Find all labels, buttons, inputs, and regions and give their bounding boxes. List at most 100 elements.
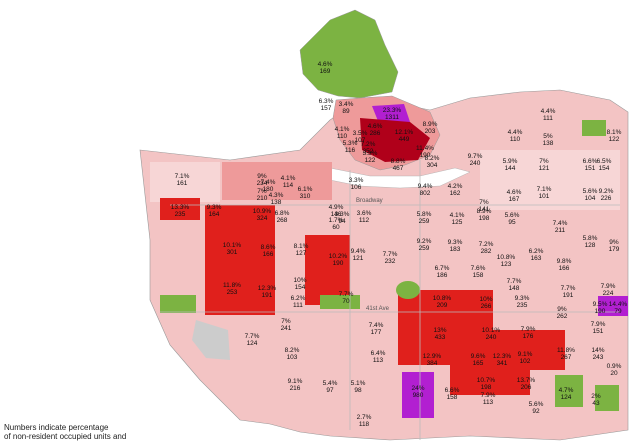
- area-percent: 9%: [557, 306, 567, 313]
- area-percent: 4.4%: [541, 108, 556, 115]
- area-label: 7.9%224: [601, 283, 616, 297]
- area-percent: 9.3%: [448, 239, 463, 246]
- area-unit-count: 224: [603, 290, 614, 297]
- caption-line-2: of non-resident occupied units and: [4, 432, 127, 441]
- area-percent: 10%: [293, 277, 306, 284]
- area-percent: 6.7%: [435, 265, 450, 272]
- area-percent: 1.7%: [329, 217, 344, 224]
- area-label: 7.2%282: [479, 241, 494, 255]
- area-label: 4.7%124: [559, 387, 574, 401]
- area-label: 11.8%267: [557, 347, 575, 361]
- area-unit-count: 186: [437, 272, 448, 279]
- area-unit-count: 433: [435, 334, 446, 341]
- area-label: 8.8%467: [391, 158, 406, 172]
- area-label: 7.1%161: [175, 173, 190, 187]
- gray-area: [192, 320, 230, 360]
- area-label: 6.4%113: [371, 350, 386, 364]
- stanley-park: [299, 9, 399, 99]
- area-unit-count: 104: [585, 195, 596, 202]
- area-label: 11.4%190: [416, 145, 434, 159]
- area-unit-count: 60: [332, 224, 340, 231]
- area-unit-count: 158: [473, 272, 484, 279]
- area-label: 4.3%138: [269, 192, 284, 206]
- area-label: 7.4%180: [261, 179, 276, 193]
- area-label: 9.7%240: [468, 153, 483, 167]
- area-percent: 7.7%: [245, 333, 260, 340]
- area-label: 4.2%162: [448, 183, 463, 197]
- area-label: 0.9%20: [607, 363, 622, 377]
- area-percent: 7%: [479, 199, 489, 206]
- area-unit-count: 253: [227, 289, 238, 296]
- area-percent: 10.8%: [497, 254, 516, 261]
- area-unit-count: 180: [263, 186, 274, 193]
- area-percent: 3.4%: [339, 101, 354, 108]
- area-label: 9.3%235: [515, 295, 530, 309]
- area-unit-count: 157: [321, 105, 332, 112]
- west-point-grey: [150, 162, 220, 202]
- area-percent: 4.1%: [335, 126, 350, 133]
- area-unit-count: 103: [287, 354, 298, 361]
- area-percent: 8.2%: [285, 347, 300, 354]
- area-percent: 9.3%: [207, 204, 222, 211]
- kitsilano: [222, 162, 332, 200]
- area-unit-count: 286: [370, 130, 381, 137]
- area-label: 5.8%128: [583, 235, 598, 249]
- area-percent: 4.4%: [508, 129, 523, 136]
- area-percent: 5.6%: [505, 212, 520, 219]
- red-block-killarney: [480, 330, 565, 370]
- area-percent: 4.2%: [448, 183, 463, 190]
- area-unit-count: 191: [262, 292, 273, 299]
- area-percent: 10.1%: [482, 327, 501, 334]
- area-percent: 8.1%: [294, 243, 309, 250]
- area-percent: 5.8%: [583, 235, 598, 242]
- area-unit-count: 151: [585, 165, 596, 172]
- area-label: 9%179: [609, 239, 620, 253]
- area-percent: 9.1%: [518, 351, 533, 358]
- area-percent: 24%: [411, 385, 424, 392]
- area-unit-count: 301: [227, 249, 238, 256]
- area-percent: 12.1%: [395, 129, 414, 136]
- area-unit-count: 262: [557, 313, 568, 320]
- area-label: 4.1%110: [335, 126, 350, 140]
- area-unit-count: 980: [413, 392, 424, 399]
- area-unit-count: 177: [371, 329, 382, 336]
- area-unit-count: 148: [509, 285, 520, 292]
- area-label: 5%138: [543, 133, 554, 147]
- area-label: 10.8%123: [497, 254, 516, 268]
- area-percent: 10.1%: [223, 242, 242, 249]
- park-southwest: [160, 295, 196, 313]
- road-label-broadway: Broadway: [356, 198, 383, 204]
- area-percent: 5%: [543, 133, 553, 140]
- area-label: 8.6%166: [261, 244, 276, 258]
- area-percent: 7.9%: [521, 326, 536, 333]
- area-unit-count: 127: [296, 250, 307, 257]
- area-unit-count: 116: [345, 147, 356, 154]
- area-percent: 2%: [591, 393, 601, 400]
- area-label: 7%121: [539, 158, 550, 172]
- area-percent: 6.6%: [583, 158, 598, 165]
- area-percent: 9.2%: [417, 238, 432, 245]
- area-unit-count: 101: [539, 193, 550, 200]
- area-unit-count: 282: [481, 248, 492, 255]
- area-label: 6.6%151: [583, 158, 598, 172]
- area-unit-count: 210: [257, 195, 268, 202]
- area-percent: 4.9%: [329, 204, 344, 211]
- area-percent: 7.4%: [553, 220, 568, 227]
- area-label: 8.9%203: [423, 121, 438, 135]
- area-unit-count: 241: [281, 325, 292, 332]
- area-percent: 5.6%: [583, 188, 598, 195]
- area-percent: 7.7%: [507, 278, 522, 285]
- area-unit-count: 154: [295, 284, 306, 291]
- area-percent: 8.1%: [607, 129, 622, 136]
- area-unit-count: 163: [531, 255, 542, 262]
- red-block-fraserview: [450, 365, 530, 395]
- area-percent: 7.1%: [537, 186, 552, 193]
- area-unit-count: 266: [481, 303, 492, 310]
- area-percent: 7.9%: [591, 321, 606, 328]
- area-label: 7%141: [479, 199, 490, 213]
- area-unit-count: 259: [419, 218, 430, 225]
- area-unit-count: 151: [593, 328, 604, 335]
- area-label: 12.1%449: [395, 129, 414, 143]
- area-unit-count: 114: [283, 182, 294, 189]
- area-label: 12.3%191: [258, 285, 277, 299]
